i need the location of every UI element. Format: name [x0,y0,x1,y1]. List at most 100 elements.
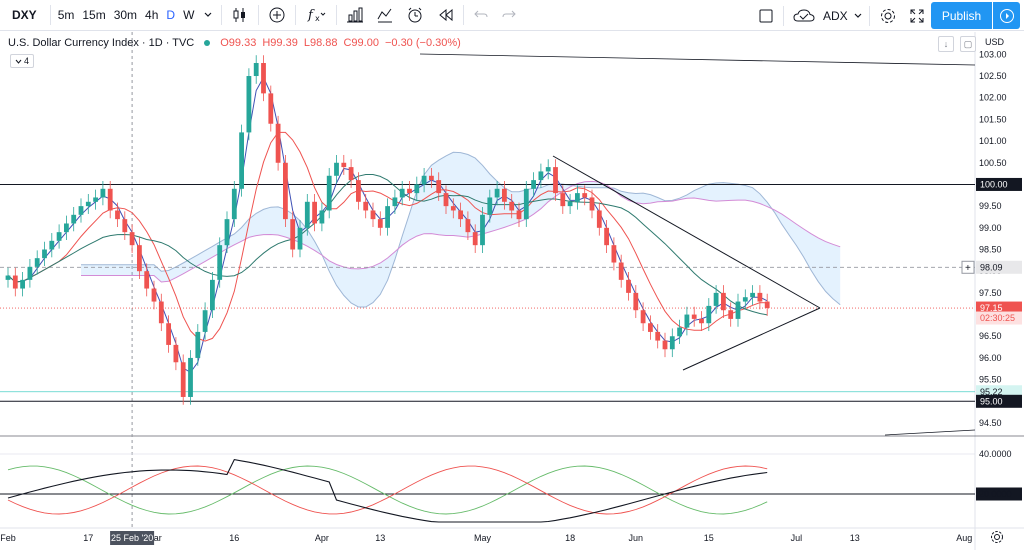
candle-body[interactable] [669,336,675,350]
candle-body[interactable] [356,180,361,202]
candle-body[interactable] [377,219,383,228]
candle-body[interactable] [487,197,493,215]
candle-body[interactable] [721,292,726,311]
candle-body[interactable] [341,162,347,168]
candle-body[interactable] [604,227,609,246]
candle-body[interactable] [370,210,376,220]
candle-body[interactable] [363,201,369,211]
candle-body[interactable] [297,227,303,250]
candle-body[interactable] [429,175,434,181]
candle-body[interactable] [93,197,98,202]
candle-body[interactable] [560,193,566,207]
candle-body[interactable] [12,275,18,289]
candle-body[interactable] [531,180,536,189]
candle-body[interactable] [677,327,682,337]
interval-dropdown-chevron-icon[interactable] [198,0,218,31]
interval-15m[interactable]: 15m [82,8,106,22]
candle-body[interactable] [290,219,296,250]
interval-30m[interactable]: 30m [113,8,138,22]
settings-gear-icon[interactable] [873,0,903,31]
symbol-search-button[interactable]: DXY [12,8,37,22]
candle-body[interactable] [5,275,11,280]
candle-body[interactable] [304,201,310,228]
candle-body[interactable] [246,76,252,133]
candle-body[interactable] [129,232,135,246]
candle-body[interactable] [210,279,215,311]
candle-body[interactable] [567,201,573,207]
candle-body[interactable] [742,297,748,302]
candle-body[interactable] [312,201,317,224]
compare-add-icon[interactable] [262,0,292,31]
candle-body[interactable] [421,175,427,185]
candle-body[interactable] [195,331,201,358]
templates-icon[interactable] [370,0,400,31]
candle-body[interactable] [443,193,449,207]
candle-body[interactable] [502,188,507,202]
candle-body[interactable] [319,210,325,224]
candle-body[interactable] [188,357,193,397]
candle-body[interactable] [633,292,639,311]
candle-body[interactable] [27,266,33,280]
candle-body[interactable] [166,323,171,345]
candle-body[interactable] [436,180,442,194]
candle-body[interactable] [494,188,500,198]
chart-canvas[interactable]: 103.00 102.50 102.00 101.50 101.00 100.50 100.… [0,32,1024,550]
publish-dropdown-icon[interactable] [993,2,1020,29]
candle-body[interactable] [385,206,390,228]
candle-body[interactable] [691,314,697,319]
candle-body[interactable] [611,245,617,263]
candle-body[interactable] [545,167,551,172]
candle-body[interactable] [334,162,339,176]
scale-box-icon[interactable]: ▢ [960,36,976,52]
candle-body[interactable] [713,292,719,306]
candle-body[interactable] [224,219,230,246]
candle-body[interactable] [764,301,770,309]
candle-body[interactable] [735,301,741,319]
candle-body[interactable] [465,219,471,233]
candle-body[interactable] [684,314,690,328]
candle-body[interactable] [706,305,712,324]
candle-body[interactable] [71,214,77,224]
scale-arrow-down-icon[interactable]: ↓ [938,36,954,52]
candle-body[interactable] [158,301,164,324]
interval-1d[interactable]: D [166,8,176,22]
layout-square-icon[interactable] [752,0,780,31]
candle-body[interactable] [115,210,120,220]
candle-body[interactable] [202,310,208,332]
candle-body[interactable] [750,292,755,298]
candle-body[interactable] [757,292,763,302]
candle-body[interactable] [728,310,734,319]
candle-body[interactable] [480,214,485,246]
candle-body[interactable] [100,188,106,198]
trendline-upper[interactable] [552,155,821,309]
fullscreen-icon[interactable] [903,0,931,31]
candle-body[interactable] [699,318,704,324]
candle-body[interactable] [49,240,55,250]
undo-icon[interactable] [467,0,495,31]
candle-body[interactable] [523,188,529,220]
candle-body[interactable] [458,210,463,220]
candle-body[interactable] [516,210,522,220]
candle-body[interactable] [107,188,113,211]
publish-button[interactable]: Publish [931,2,992,29]
trendline-long[interactable] [419,53,976,66]
candle-body[interactable] [217,245,223,280]
compare-symbol-label[interactable]: ADX [823,8,848,23]
candle-body[interactable] [283,162,288,220]
candle-body[interactable] [582,193,588,198]
candle-body[interactable] [509,201,515,211]
candle-body[interactable] [85,201,91,207]
candle-body[interactable] [538,171,544,181]
trendline-lower[interactable] [682,307,821,371]
financials-icon[interactable] [340,0,370,31]
candle-body[interactable] [472,232,478,246]
candle-body[interactable] [151,288,157,302]
candle-body[interactable] [626,279,631,293]
chart-settings-gear-icon[interactable] [990,530,1004,549]
candle-body[interactable] [648,323,653,332]
candle-body[interactable] [137,245,142,272]
candle-body[interactable] [655,331,661,341]
candle-body[interactable] [78,206,84,215]
candle-body[interactable] [261,63,266,94]
